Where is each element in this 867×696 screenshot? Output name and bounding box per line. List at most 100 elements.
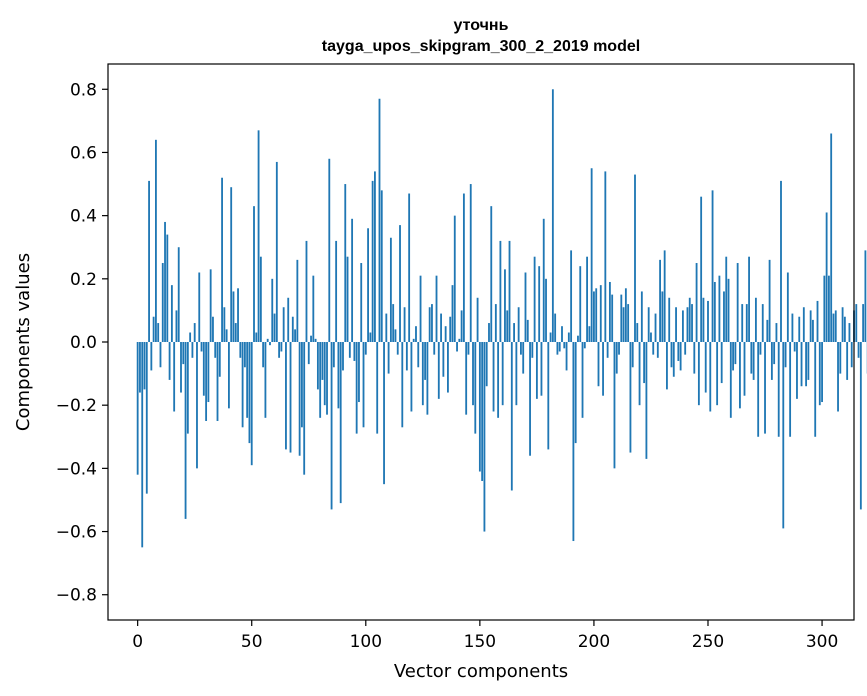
bar — [595, 288, 598, 342]
bar — [857, 342, 860, 358]
bar — [164, 221, 166, 342]
bar — [745, 304, 748, 342]
bar — [189, 332, 192, 342]
bar — [684, 342, 687, 355]
bar — [408, 193, 411, 342]
bar — [631, 342, 634, 368]
x-tick-label: 200 — [578, 632, 610, 652]
bar — [364, 342, 367, 355]
bar — [709, 342, 712, 412]
bar — [465, 342, 468, 415]
bar — [716, 342, 719, 406]
bar — [636, 323, 639, 342]
bar — [360, 263, 363, 342]
bar — [841, 307, 844, 342]
bar — [768, 259, 771, 342]
bar — [720, 342, 723, 384]
bar — [645, 342, 648, 459]
y-tick-label: 0.0 — [70, 333, 97, 353]
bar — [335, 240, 338, 342]
bar — [307, 342, 310, 365]
bar — [634, 174, 636, 342]
bar — [472, 342, 474, 406]
bar — [332, 342, 335, 368]
bar — [481, 342, 484, 481]
bar — [830, 133, 833, 342]
bar — [679, 342, 682, 371]
x-tick-label: 0 — [132, 632, 143, 652]
bar — [232, 291, 235, 342]
bar — [180, 342, 182, 393]
bar — [428, 307, 431, 342]
bar — [697, 342, 700, 406]
bar — [597, 342, 600, 387]
bar — [389, 237, 392, 342]
bar — [328, 158, 331, 342]
bar — [157, 323, 160, 342]
bar — [615, 342, 618, 374]
bar — [212, 316, 214, 342]
bar — [581, 342, 584, 418]
bar — [282, 307, 285, 342]
bar — [570, 250, 573, 342]
bar — [780, 180, 782, 342]
bar — [499, 240, 502, 342]
bar-series — [136, 89, 867, 548]
bar — [435, 275, 438, 342]
bar — [161, 263, 164, 342]
bar — [337, 342, 340, 409]
bar — [285, 342, 287, 450]
bar — [243, 342, 246, 368]
bar — [583, 342, 586, 349]
bar — [814, 342, 817, 437]
bar — [732, 342, 735, 371]
bar — [437, 342, 440, 399]
bar — [526, 319, 529, 342]
bar — [253, 206, 255, 342]
bar — [405, 342, 408, 371]
bar — [298, 342, 301, 456]
bar — [246, 342, 249, 418]
bar — [848, 323, 851, 342]
bar — [786, 272, 789, 342]
bar — [656, 342, 659, 358]
bar — [736, 263, 739, 342]
bar — [825, 212, 828, 342]
bar — [702, 297, 705, 342]
bar — [784, 342, 787, 368]
bar — [707, 300, 709, 342]
bar — [652, 342, 655, 355]
bar — [396, 342, 399, 355]
y-tick-label: −0.6 — [56, 523, 97, 543]
bar — [650, 332, 652, 342]
bar — [310, 335, 312, 342]
bar — [378, 98, 381, 342]
bar — [670, 342, 673, 368]
bar — [666, 342, 668, 390]
bar — [339, 342, 342, 504]
bar — [508, 240, 511, 342]
bar — [159, 342, 162, 368]
bar — [351, 218, 354, 342]
bar — [305, 240, 308, 342]
bar — [640, 291, 643, 342]
bar — [186, 342, 189, 434]
bar — [387, 342, 390, 374]
y-tick-label: 0.8 — [70, 80, 97, 100]
bar — [419, 275, 422, 342]
bar — [353, 342, 356, 361]
bar — [659, 259, 661, 342]
chart-title-line-1: уточнь — [454, 17, 509, 34]
bar — [410, 342, 413, 412]
bar — [727, 278, 730, 342]
bar — [538, 266, 541, 342]
bar — [846, 342, 849, 380]
y-tick-label: 0.6 — [70, 143, 97, 163]
y-axis: 0.8 0.6 0.4 0.2 0.0 −0.2 −0.4 −0.6 −0.8 — [56, 80, 108, 606]
bar — [723, 291, 725, 342]
bar — [535, 342, 538, 399]
bar — [593, 291, 595, 342]
bar — [367, 228, 369, 342]
bar — [757, 342, 760, 437]
